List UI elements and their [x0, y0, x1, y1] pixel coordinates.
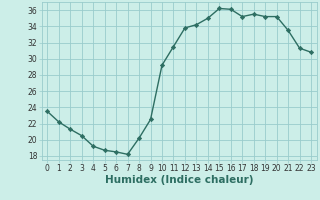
X-axis label: Humidex (Indice chaleur): Humidex (Indice chaleur) [105, 175, 253, 185]
